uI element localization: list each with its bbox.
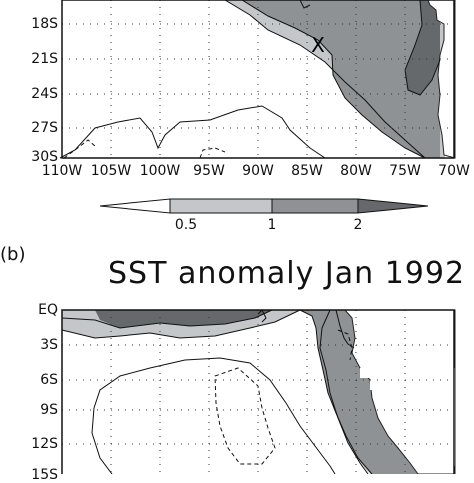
anomaly-region-medium <box>62 310 440 474</box>
lat-label-6s: 6S <box>40 372 58 388</box>
contour-line <box>299 309 373 474</box>
lon-label-80w: 80W <box>340 163 372 179</box>
lon-label-75w: 75W <box>389 163 421 179</box>
lon-label-105w: 105W <box>90 163 132 179</box>
contour-line <box>404 0 441 96</box>
lat-label-18s: 18S <box>31 16 58 32</box>
contour-line-dashed <box>214 367 276 465</box>
colorbar-segment-medium <box>271 198 359 214</box>
lat-label-9s: 9S <box>40 402 58 418</box>
lon-label-85w: 85W <box>291 163 323 179</box>
marker-x: X <box>311 33 325 57</box>
lat-label-eq: EQ <box>38 302 58 318</box>
panel-b-letter: (b) <box>0 244 26 265</box>
lon-label-100w: 100W <box>139 163 181 179</box>
panel-a-grid <box>62 0 454 158</box>
contour-line <box>59 105 326 159</box>
lon-label-95w: 95W <box>193 163 225 179</box>
colorbar-segment-light <box>169 198 273 214</box>
contour-line <box>319 309 369 474</box>
colorbar-segment-white <box>99 198 171 214</box>
contour-line <box>185 0 426 159</box>
contour-line-dashed <box>199 147 226 159</box>
colorbar-label-2: 2 <box>353 217 363 233</box>
contour-line-dashed <box>63 139 96 159</box>
contour-line <box>61 309 301 339</box>
lat-label-3s: 3S <box>40 337 58 353</box>
lat-label-21s: 21S <box>31 51 58 67</box>
contour-zero-loop <box>91 357 336 474</box>
anomaly-region-medium <box>185 0 440 158</box>
contour-label-squiggle <box>257 309 267 323</box>
panel-b-title: SST anomaly Jan 1992 <box>108 256 466 291</box>
panel-a-frame <box>61 0 455 159</box>
anomaly-region-dark <box>62 310 272 328</box>
panel-b-frame <box>61 309 455 474</box>
lat-label-15s: 15S <box>31 467 58 483</box>
lon-label-90w: 90W <box>242 163 274 179</box>
panel-a-map: X <box>59 0 456 159</box>
lat-label-24s: 24S <box>31 86 58 102</box>
lon-label-110w: 110W <box>41 163 83 179</box>
coastline-step <box>350 368 455 466</box>
lat-label-30s: 30S <box>31 149 58 165</box>
colorbar-label-0-5: 0.5 <box>174 217 198 233</box>
land-south-america <box>427 0 456 159</box>
panel-b-grid <box>62 310 454 474</box>
colorbar <box>99 198 429 214</box>
lon-label-70w: 70W <box>438 163 470 179</box>
panel-b-map <box>61 309 456 474</box>
colorbar-label-1: 1 <box>267 217 277 233</box>
lat-label-27s: 27S <box>31 120 58 136</box>
contour-line-dashed <box>337 329 353 361</box>
colorbar-segment-dark <box>357 198 429 214</box>
contour-line <box>61 309 273 329</box>
anomaly-region-dark <box>405 0 440 95</box>
lat-label-12s: 12S <box>31 436 58 452</box>
contour-line <box>299 0 311 9</box>
